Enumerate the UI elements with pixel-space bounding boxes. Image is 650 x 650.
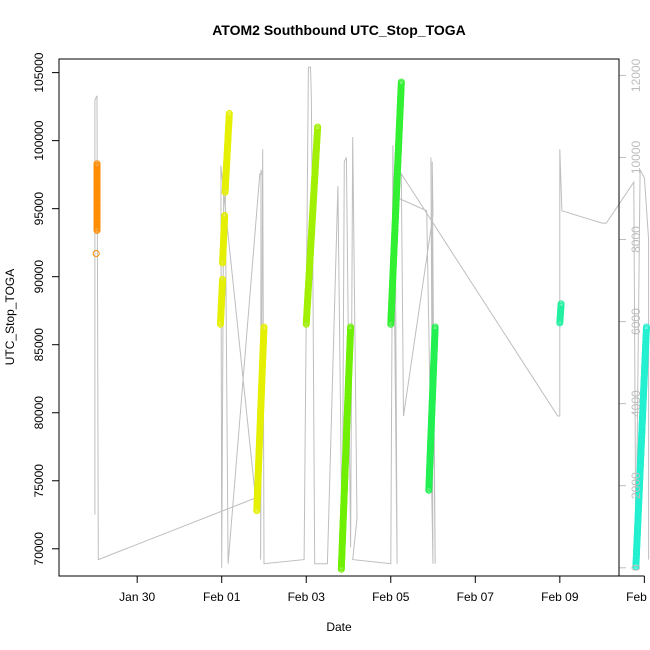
data-point [347,323,355,331]
series-layer [92,78,650,573]
data-point [225,109,233,117]
data-point [219,275,227,283]
flight-2a-series [216,275,227,328]
right-tick-label: 6000 [629,308,643,335]
right-tick-label: 0 [629,564,643,571]
y-axis-label: UTC_Stop_TOGA [3,269,17,365]
flight-6-series [387,78,405,328]
x-axis-label: Date [326,620,352,634]
y-tick-label: 75000 [32,464,46,498]
flight-8-series [556,300,565,327]
data-point [93,160,101,168]
grey-trace [94,66,650,568]
x-tick-label: Feb 03 [288,590,326,604]
data-point [221,211,229,219]
flight-7-series [425,323,439,494]
flight-1-series [92,160,101,258]
data-point [557,300,565,308]
right-tick-label: 4000 [629,390,643,417]
data-point [397,78,405,86]
data-point [431,323,439,331]
x-tick-label: Feb 11 [626,590,650,604]
y-tick-label: 95000 [32,192,46,226]
data-point [642,323,650,331]
right-tick-label: 12000 [629,58,643,92]
x-tick-label: Jan 30 [119,590,155,604]
data-point-outlier [92,250,100,258]
right-tick-label: 2000 [629,472,643,499]
plot-frame [58,58,620,577]
y-tick-label: 70000 [32,532,46,566]
flight-5-series [337,323,355,573]
chart-title: ATOM2 Southbound UTC_Stop_TOGA [212,22,466,38]
x-tick-label: Feb 01 [203,590,241,604]
flight-4-series [302,123,322,328]
y-tick-label: 105000 [32,52,46,92]
flight-9-series [632,323,650,570]
data-point [314,123,322,131]
x-tick-label: Feb 07 [457,590,495,604]
flight-2c-series [221,109,233,196]
y-tick-label: 100000 [32,120,46,160]
flight-3-series [253,323,268,515]
flight-2b-series [219,211,229,267]
x-tick-label: Feb 09 [541,590,579,604]
y-tick-label: 90000 [32,260,46,294]
grey-trace-layer [94,66,650,568]
right-tick-label: 10000 [629,140,643,174]
x-tick-label: Feb 05 [372,590,410,604]
data-point [260,323,268,331]
y-tick-label: 85000 [32,328,46,362]
right-tick-label: 8000 [629,226,643,253]
y-tick-label: 80000 [32,396,46,430]
